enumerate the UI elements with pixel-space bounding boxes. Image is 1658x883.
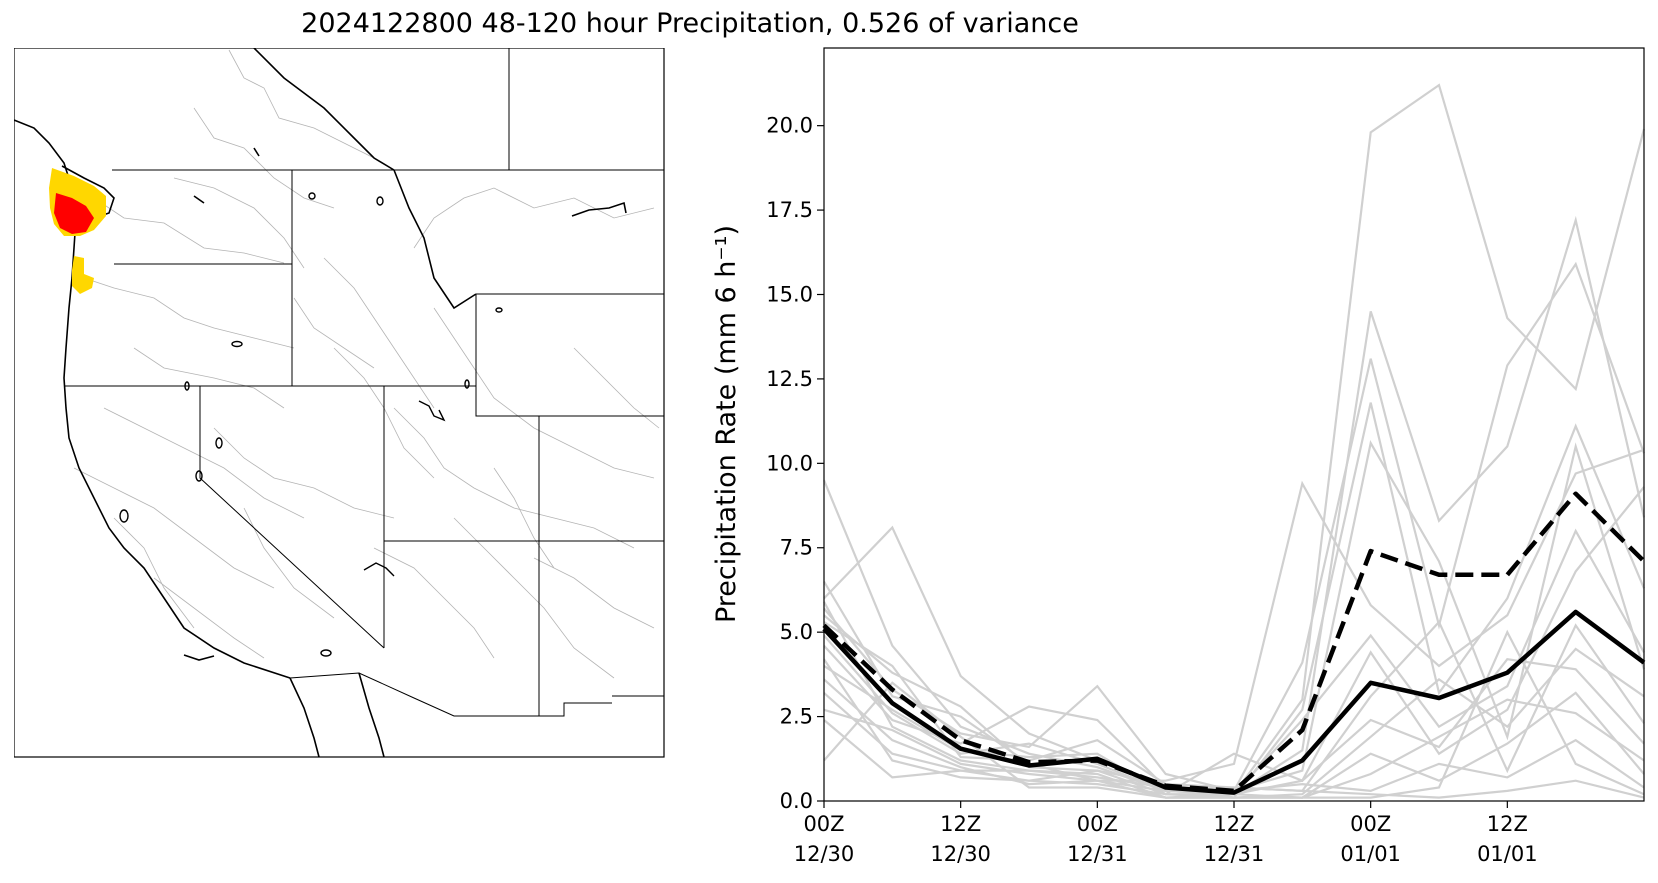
x-tick-label-date: 12/31	[1204, 842, 1265, 866]
y-tick-label: 20.0	[766, 114, 813, 138]
member-line-8	[823, 486, 1645, 796]
member-line-14	[823, 719, 1645, 793]
member-line-16	[823, 614, 1645, 799]
x-tick-label-time: 12Z	[1213, 812, 1254, 836]
member-lines	[822, 83, 1646, 799]
member-line-1	[822, 83, 1646, 796]
member-line-4	[823, 402, 1646, 799]
member-line-6	[823, 448, 1645, 782]
chart-title: 2024122800 48-120 hour Precipitation, 0.…	[301, 8, 1079, 39]
y-tick-label: 10.0	[766, 451, 813, 475]
x-tick-label-time: 12Z	[940, 812, 981, 836]
member-line-2	[823, 215, 1646, 796]
member-line-11	[823, 647, 1645, 799]
river-basin-lines	[73, 49, 660, 679]
y-tick-label: 2.5	[780, 705, 813, 729]
y-tick-label: 15.0	[766, 282, 813, 306]
y-tick-label: 5.0	[780, 620, 813, 644]
y-axis-label: Precipitation Rate (mm 6 h⁻¹)	[711, 225, 742, 623]
x-tick-label-date: 01/01	[1477, 842, 1538, 866]
precipitation-map	[14, 48, 665, 758]
member-line-10	[823, 601, 1645, 799]
precip-shading	[49, 168, 106, 294]
map-frame	[14, 48, 665, 758]
y-tick-label: 0.0	[780, 789, 813, 813]
member-line-15	[823, 629, 1645, 799]
member-line-12	[823, 658, 1645, 799]
x-tick-label-time: 00Z	[1350, 812, 1391, 836]
plot-frame	[823, 47, 1645, 802]
x-tick-label-date: 12/31	[1067, 842, 1128, 866]
y-tick-label: 12.5	[766, 367, 813, 391]
member-line-3	[823, 261, 1646, 793]
x-tick-label-time: 00Z	[803, 812, 844, 836]
y-axis: 0.0 2.5 5.0 7.5 10.0 12.5 15.0 17.5 20.0	[766, 114, 824, 813]
x-tick-label-date: 01/01	[1340, 842, 1401, 866]
x-tick-label-date: 12/30	[930, 842, 991, 866]
member-line-7	[823, 528, 1645, 796]
member-line-13	[823, 681, 1645, 799]
y-tick-label: 17.5	[766, 198, 813, 222]
member-line-9	[823, 620, 1645, 793]
state-borders	[64, 48, 664, 717]
lakes	[119, 192, 503, 657]
x-tick-label-time: 12Z	[1487, 812, 1528, 836]
member-line-5	[823, 440, 1646, 793]
highlight-lines	[822, 491, 1646, 795]
dashed-line	[822, 491, 1646, 794]
y-tick-label: 7.5	[780, 536, 813, 560]
x-tick-label-time: 00Z	[1077, 812, 1118, 836]
solid-line	[822, 609, 1646, 795]
x-tick-label-date: 12/30	[794, 842, 855, 866]
x-axis: 00Z 12/30 12Z 12/30 00Z 12/31 12Z 12/31 00Z 01/01…	[794, 801, 1538, 866]
